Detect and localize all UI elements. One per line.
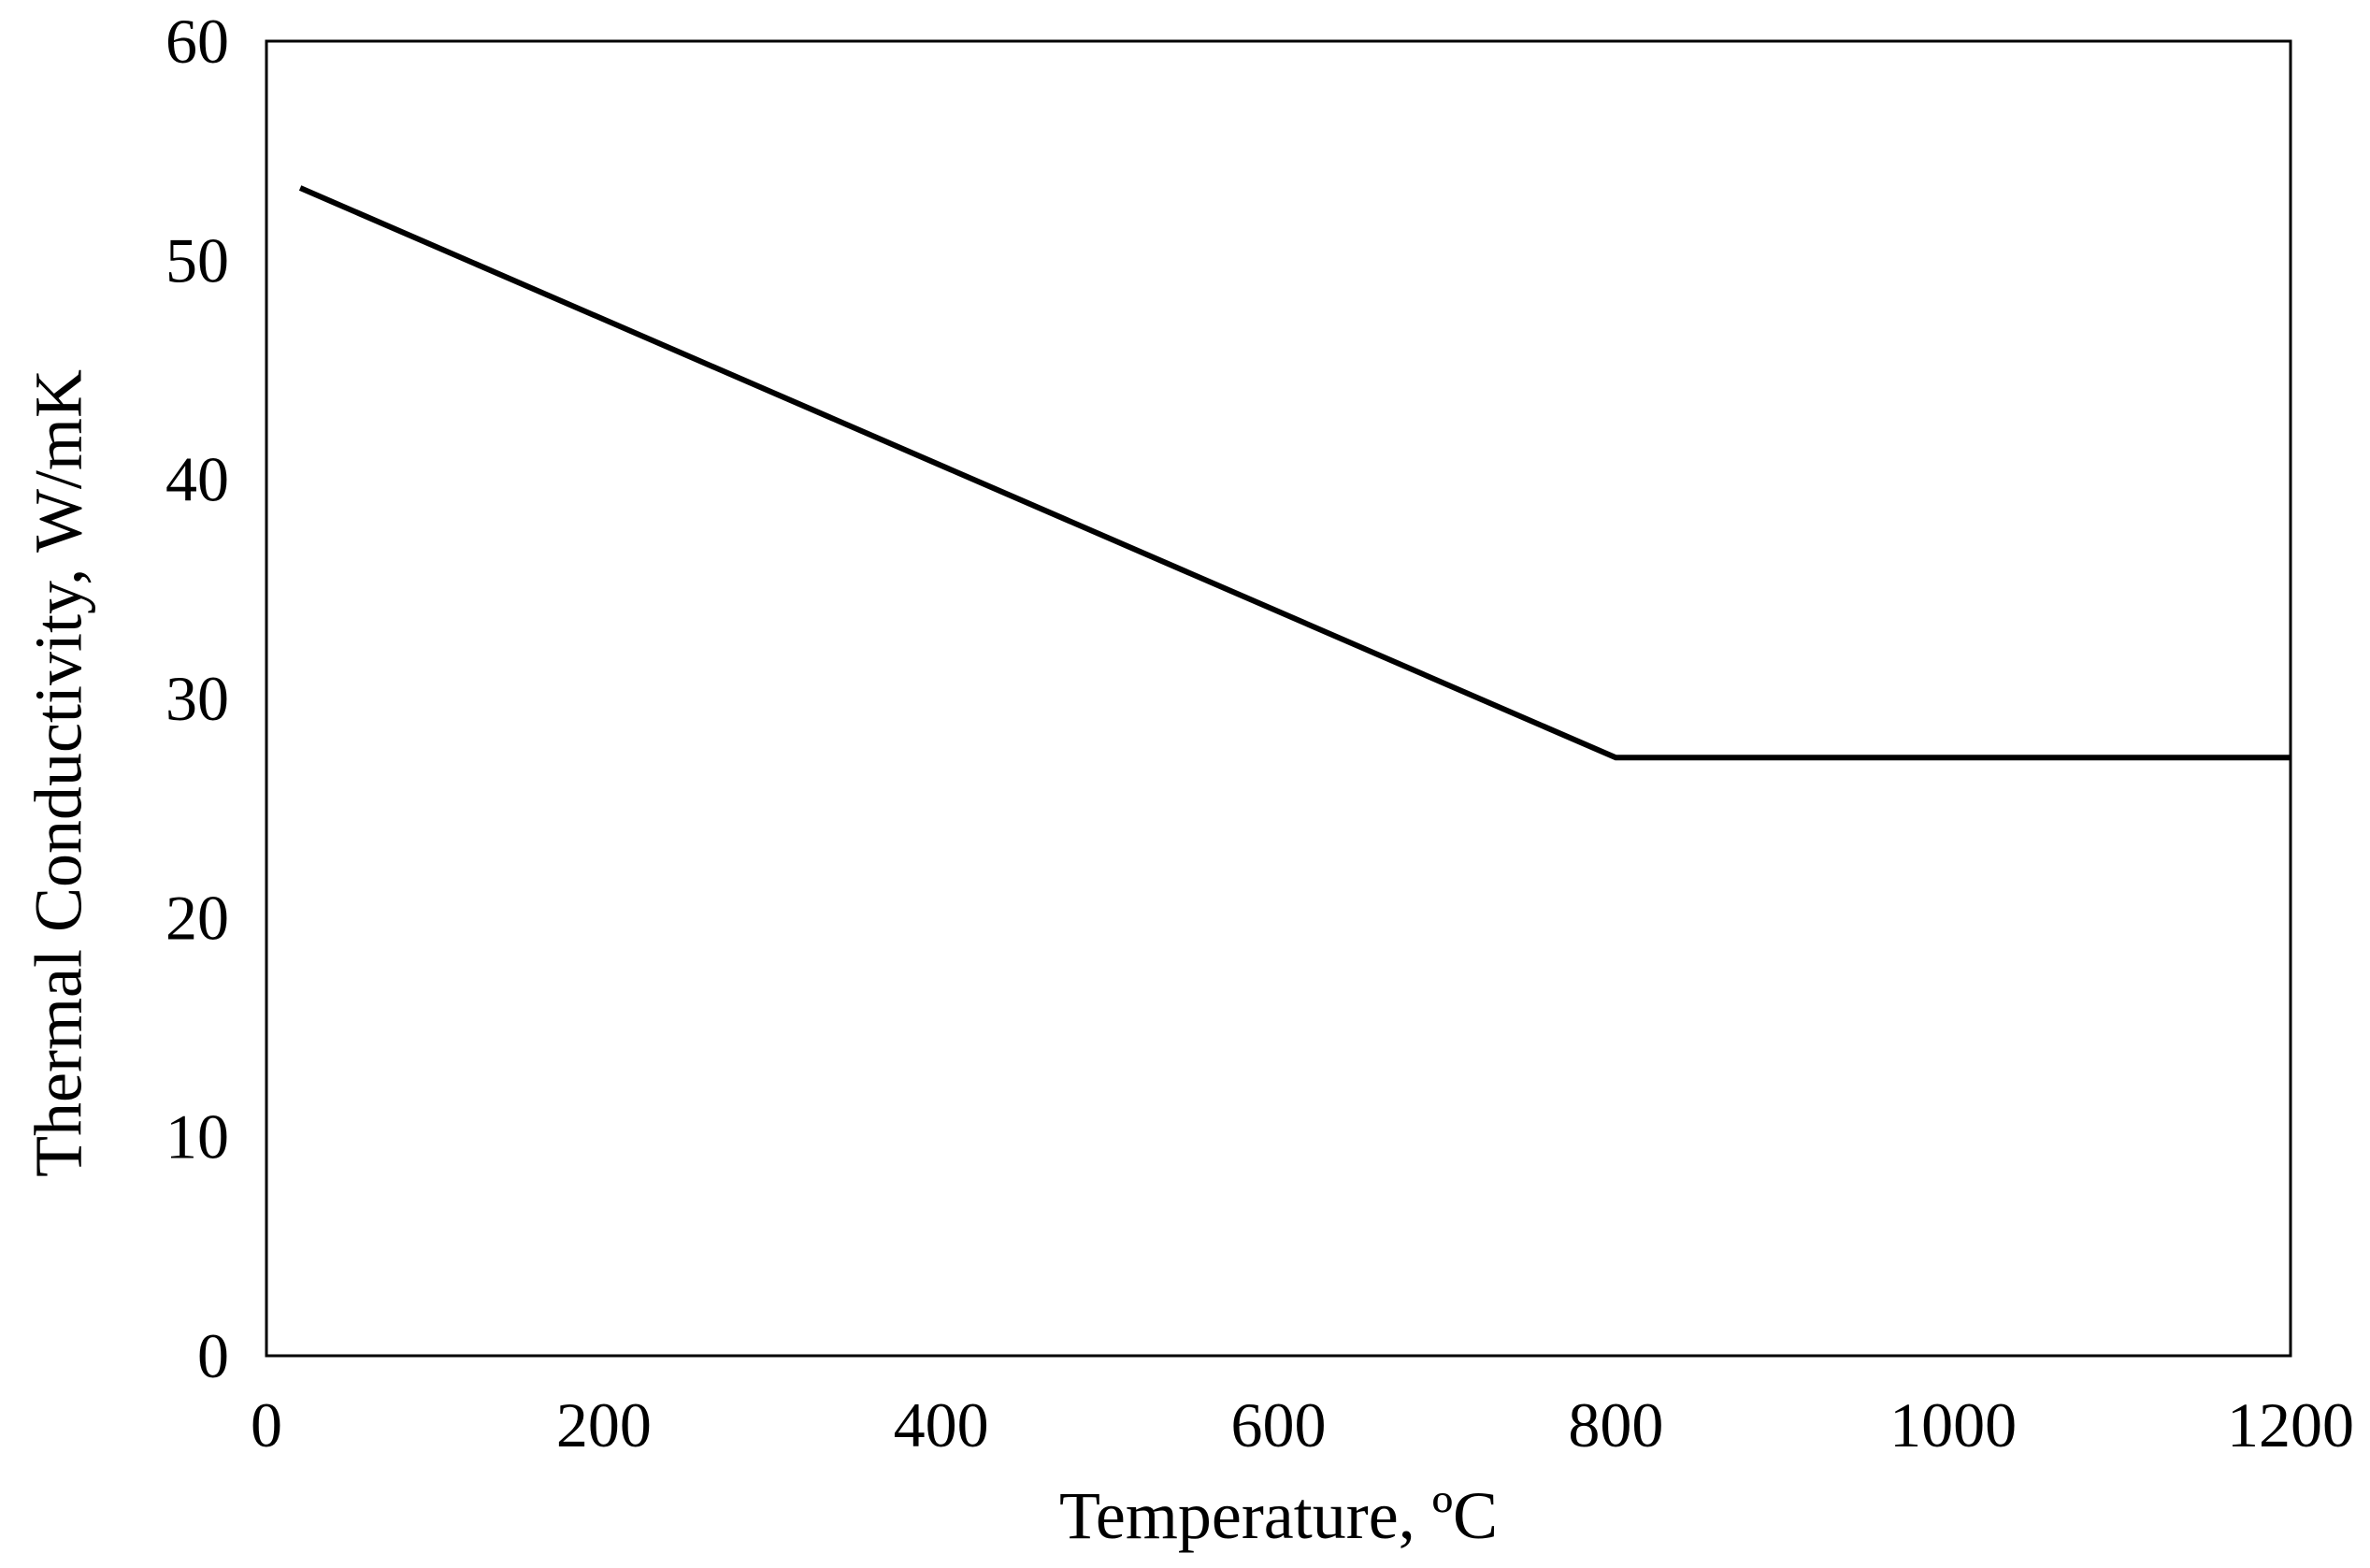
y-tick-label: 0 [197, 1320, 229, 1391]
x-tick-label: 0 [251, 1389, 282, 1460]
x-tick-label: 600 [1231, 1389, 1327, 1460]
y-tick-label: 20 [165, 882, 229, 953]
y-axis-label: Thermal Conductivity, W/mK [22, 369, 96, 1177]
x-tick-labels: 0 200 400 600 800 1000 1200 [251, 1389, 2354, 1460]
x-axis-label: Temperature, ºC [1059, 1478, 1498, 1553]
series-group [298, 185, 2291, 761]
y-tick-label: 50 [165, 224, 229, 295]
y-tick-label: 60 [165, 6, 229, 77]
y-tick-label: 10 [165, 1101, 229, 1172]
y-tick-label: 30 [165, 663, 229, 734]
y-tick-labels: 0 10 20 30 40 50 60 [165, 6, 229, 1391]
plot-area-frame [265, 39, 2292, 1358]
y-tick-label: 40 [165, 444, 229, 515]
series-line [298, 185, 2291, 761]
x-tick-label: 400 [894, 1389, 989, 1460]
x-tick-label: 200 [556, 1389, 652, 1460]
x-tick-label: 800 [1568, 1389, 1663, 1460]
x-tick-label: 1000 [1889, 1389, 2017, 1460]
x-tick-label: 1200 [2227, 1389, 2354, 1460]
